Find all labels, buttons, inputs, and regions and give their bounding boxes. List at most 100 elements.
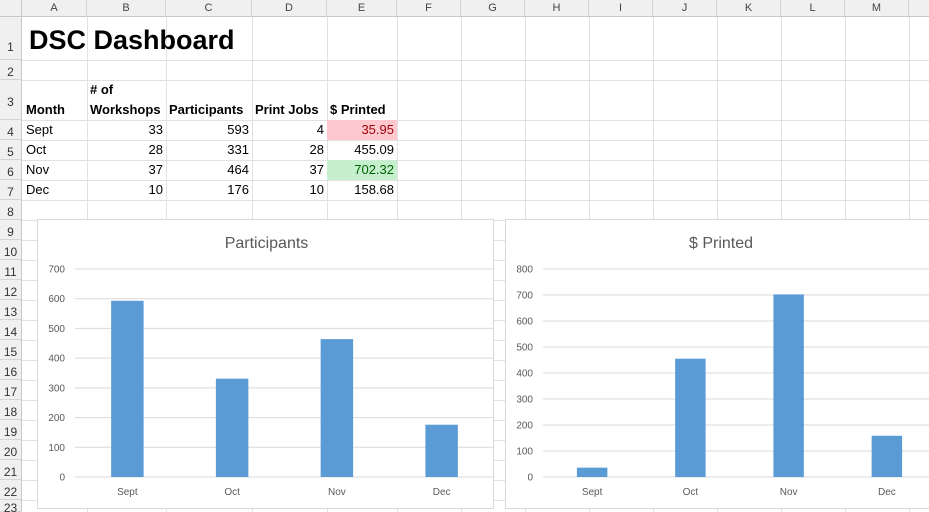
column-header-b[interactable]: B	[87, 0, 166, 17]
x-tick-label: Dec	[878, 487, 896, 498]
cell-participants-sept[interactable]: 593	[227, 122, 249, 137]
row-header-19[interactable]: 19	[0, 420, 22, 440]
y-tick-label: 700	[48, 265, 65, 276]
grid-hline	[22, 60, 929, 61]
row-header-23[interactable]: 23	[0, 500, 22, 512]
y-tick-label: 100	[48, 443, 65, 454]
cell-month-nov[interactable]: Nov	[26, 162, 50, 177]
bar-oct	[215, 378, 249, 477]
row-header-16[interactable]: 16	[0, 360, 22, 380]
header-printed[interactable]: $ Printed	[330, 102, 386, 117]
grid-hline	[22, 180, 929, 181]
column-header-k[interactable]: K	[717, 0, 781, 17]
cell-workshops-dec[interactable]: 10	[148, 182, 163, 197]
header-print-jobs[interactable]: Print Jobs	[255, 102, 319, 117]
header-workshops-line1[interactable]: # of	[90, 82, 114, 97]
cell-participants-nov[interactable]: 464	[227, 162, 249, 177]
y-tick-label: 400	[516, 369, 533, 380]
sheet-title[interactable]: DSC Dashboard	[29, 25, 235, 55]
y-tick-label: 0	[59, 473, 65, 484]
y-tick-label: 200	[516, 421, 533, 432]
participants-chart-svg: Participants 0 100 200 300 400 500 600 700 Sept Oc…	[48, 235, 494, 498]
chart-title: Participants	[225, 235, 309, 252]
row-header-4[interactable]: 4	[0, 120, 22, 140]
grid-hline	[22, 120, 929, 121]
column-header-l[interactable]: L	[781, 0, 845, 17]
x-tick-label: Nov	[328, 487, 346, 498]
y-tick-label: 500	[48, 324, 65, 335]
bar-sept	[576, 467, 608, 477]
row-header-10[interactable]: 10	[0, 240, 22, 260]
cell-month-oct[interactable]: Oct	[26, 142, 47, 157]
cell-month-dec[interactable]: Dec	[26, 182, 50, 197]
cell-participants-oct[interactable]: 331	[227, 142, 249, 157]
row-header-22[interactable]: 22	[0, 480, 22, 500]
participants-chart[interactable]: Participants 0 100 200 300 400 500 600 700 Sept Oc…	[37, 219, 494, 509]
y-tick-label: 400	[48, 354, 65, 365]
cell-printed-nov[interactable]: 702.32	[327, 160, 397, 180]
row-header-13[interactable]: 13	[0, 300, 22, 320]
cell-print-jobs-sept[interactable]: 4	[316, 122, 324, 137]
cell-workshops-sept[interactable]: 33	[148, 122, 163, 137]
y-tick-label: 800	[516, 265, 533, 276]
column-header-m[interactable]: M	[845, 0, 909, 17]
x-tick-label: Nov	[780, 487, 798, 498]
y-tick-label: 200	[48, 413, 65, 424]
y-tick-label: 100	[516, 447, 533, 458]
column-header-g[interactable]: G	[461, 0, 525, 17]
cell-printed-dec[interactable]: 158.68	[354, 182, 394, 197]
column-header-h[interactable]: H	[525, 0, 589, 17]
row-header-20[interactable]: 20	[0, 440, 22, 460]
column-header-f[interactable]: F	[397, 0, 461, 17]
row-header-2[interactable]: 2	[0, 60, 22, 80]
row-header-7[interactable]: 7	[0, 180, 22, 200]
bar-oct	[675, 358, 706, 477]
header-participants[interactable]: Participants	[169, 102, 244, 117]
row-header-3[interactable]: 3	[0, 80, 22, 120]
column-header-d[interactable]: D	[252, 0, 327, 17]
row-header-1[interactable]: 1	[0, 17, 22, 60]
row-header-6[interactable]: 6	[0, 160, 22, 180]
cell-print-jobs-dec[interactable]: 10	[309, 182, 324, 197]
cell-print-jobs-nov[interactable]: 37	[309, 162, 324, 177]
x-tick-label: Dec	[433, 487, 451, 498]
header-month[interactable]: Month	[26, 102, 65, 117]
row-header-14[interactable]: 14	[0, 320, 22, 340]
cell-participants-dec[interactable]: 176	[227, 182, 249, 197]
column-header-a[interactable]: A	[22, 0, 87, 17]
row-header-15[interactable]: 15	[0, 340, 22, 360]
cell-printed-oct[interactable]: 455.09	[354, 142, 394, 157]
select-all-corner[interactable]	[0, 0, 22, 17]
x-tick-label: Oct	[224, 487, 240, 498]
column-header-e[interactable]: E	[327, 0, 397, 17]
row-header-8[interactable]: 8	[0, 200, 22, 220]
printed-chart-svg: $ Printed 0 100 200 300 400 500 600 700 800 Sept Oc…	[516, 235, 929, 498]
bar-dec	[425, 424, 458, 477]
row-header-12[interactable]: 12	[0, 280, 22, 300]
row-header-17[interactable]: 17	[0, 380, 22, 400]
grid-hline	[22, 160, 929, 161]
x-tick-label: Oct	[683, 487, 699, 498]
row-header-5[interactable]: 5	[0, 140, 22, 160]
row-header-9[interactable]: 9	[0, 220, 22, 240]
cell-workshops-nov[interactable]: 37	[148, 162, 163, 177]
cell-workshops-oct[interactable]: 28	[148, 142, 163, 157]
y-tick-label: 300	[48, 383, 65, 394]
column-header-partial[interactable]	[909, 0, 929, 17]
row-header-21[interactable]: 21	[0, 460, 22, 480]
grid-hline	[22, 200, 929, 201]
x-tick-label: Sept	[117, 487, 138, 498]
row-header-11[interactable]: 11	[0, 260, 22, 280]
grid-hline	[22, 80, 929, 81]
row-header-18[interactable]: 18	[0, 400, 22, 420]
column-header-i[interactable]: I	[589, 0, 653, 17]
header-workshops-line2[interactable]: Workshops	[90, 102, 161, 117]
bar-nov	[320, 339, 354, 477]
cell-print-jobs-oct[interactable]: 28	[309, 142, 324, 157]
column-header-c[interactable]: C	[166, 0, 252, 17]
cell-printed-sept[interactable]: 35.95	[327, 120, 397, 140]
cell-month-sept[interactable]: Sept	[26, 122, 53, 137]
column-header-j[interactable]: J	[653, 0, 717, 17]
printed-chart[interactable]: $ Printed 0 100 200 300 400 500 600 700 800 Sept Oc…	[505, 219, 929, 509]
